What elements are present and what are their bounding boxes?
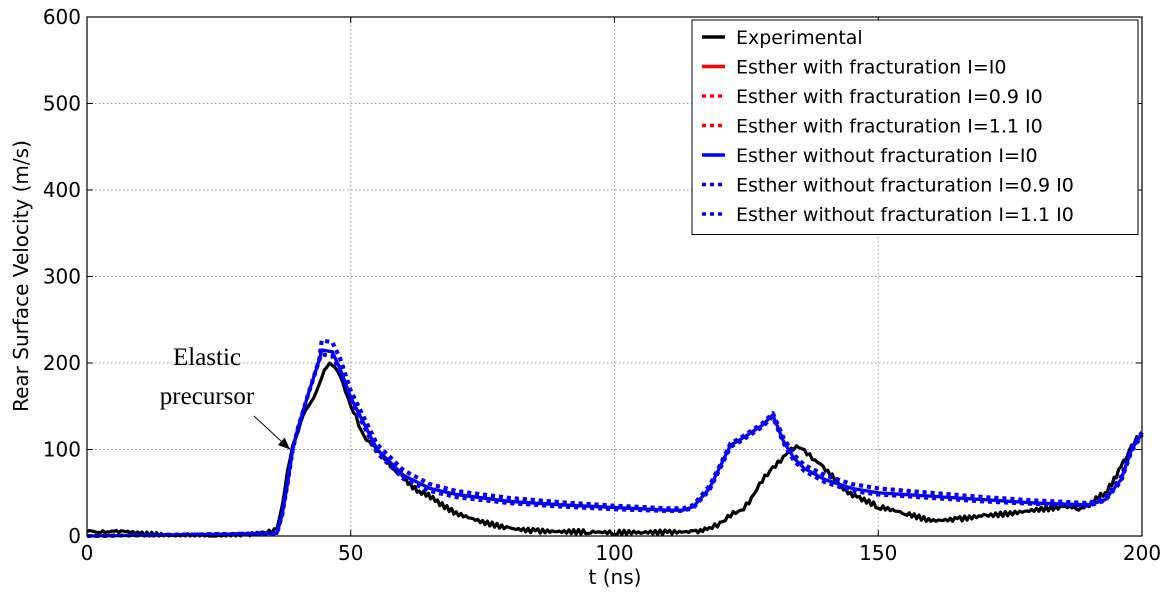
x-tick-label: 50: [338, 541, 363, 565]
legend-label: Experimental: [736, 27, 863, 49]
y-tick-label: 500: [43, 92, 81, 116]
legend-label: Esther without fracturation I=I0: [736, 145, 1038, 167]
y-tick-label: 600: [43, 5, 81, 29]
legend-box: [691, 19, 1139, 235]
grid: [87, 17, 1142, 536]
y-tick-label: 300: [43, 265, 81, 289]
x-tick-label: 150: [859, 541, 897, 565]
annotation-line-2: precursor: [160, 383, 255, 410]
y-axis-label: Rear Surface Velocity (m/s): [9, 140, 33, 412]
series-lines: [86, 338, 1144, 538]
legend-label: Esther without fracturation I=0.9 I0: [736, 175, 1074, 197]
y-tick-label: 400: [43, 178, 81, 202]
annotation-arrowhead: [277, 437, 291, 450]
legend-label: Esther without fracturation I=1.1 I0: [736, 204, 1074, 226]
x-tick-label: 100: [595, 541, 633, 565]
x-tick-label: 0: [81, 541, 94, 565]
y-tick-label: 100: [43, 438, 81, 462]
x-axis-label: t (ns): [589, 565, 642, 589]
legend: Experimental Esther with fracturation I=I…: [691, 19, 1139, 235]
axis-ticks: 0 50 100 150 200 0 100 200 300 400 500 600: [43, 5, 1161, 565]
annotation: Elastic precursor: [160, 344, 291, 450]
series-line: [86, 348, 1144, 538]
annotation-line-1: Elastic: [173, 344, 241, 371]
y-tick-label: 0: [68, 524, 81, 548]
legend-label: Esther with fracturation I=I0: [736, 57, 1006, 79]
x-tick-label: 200: [1123, 541, 1161, 565]
y-tick-label: 200: [43, 351, 81, 375]
legend-label: Esther with fracturation I=1.1 I0: [736, 116, 1043, 138]
legend-label: Esther with fracturation I=0.9 I0: [736, 86, 1043, 108]
